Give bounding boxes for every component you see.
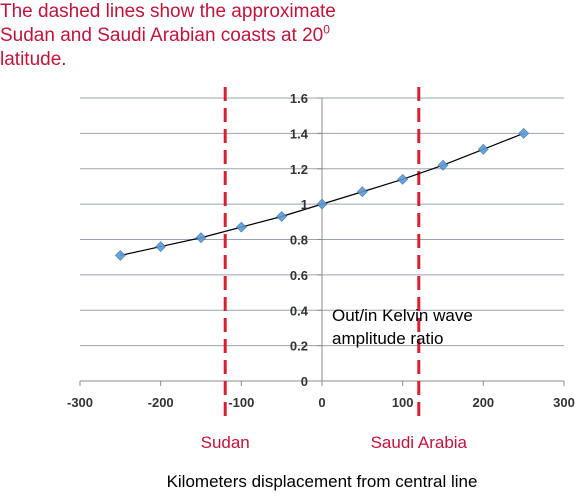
annotation-line-2: amplitude ratio <box>332 329 444 348</box>
data-point-4 <box>276 211 288 222</box>
tick-labels: 0 0.2 0.4 0.6 0.8 1 1.2 1.4 1.6 -300 -200 -100 0 100 2… <box>67 91 575 410</box>
x-axis-label: Kilometers displacement from central lin… <box>167 472 478 491</box>
y-tick-label-7: 1.4 <box>290 126 309 141</box>
data-point-0 <box>114 249 126 261</box>
x-tick-label-2: -100 <box>228 395 254 410</box>
x-tick-label-5: 200 <box>472 395 494 410</box>
coast-note-line-2: Sudan and Saudi Arabian coasts at 200 <box>0 24 420 48</box>
coast-note-line-3: latitude. <box>0 49 67 70</box>
coast-label-saudi-arabia: Saudi Arabia <box>371 433 468 452</box>
coast-label-sudan: Sudan <box>201 433 250 452</box>
y-tick-label-4: 0.8 <box>290 233 308 248</box>
chart-labels: Out/in Kelvin wave amplitude ratio Kilom… <box>167 306 478 491</box>
coast-lines: Sudan Saudi Arabia <box>201 87 468 452</box>
data-series <box>114 127 530 261</box>
coast-note: The dashed lines show the approximate Su… <box>0 0 420 72</box>
y-tick-label-2: 0.4 <box>290 303 309 318</box>
data-point-3 <box>235 221 247 233</box>
y-tick-label-1: 0.2 <box>290 339 308 354</box>
data-point-10 <box>518 127 530 139</box>
x-tick-label-0: -300 <box>67 395 93 410</box>
data-point-7 <box>397 173 409 185</box>
annotation-line-1: Out/in Kelvin wave <box>332 306 473 325</box>
x-tick-label-6: 300 <box>553 395 575 410</box>
y-tick-label-5: 1 <box>301 197 308 212</box>
coast-note-line-1: The dashed lines show the approximate <box>0 1 336 22</box>
x-tick-label-4: 100 <box>392 395 414 410</box>
y-tick-label-3: 0.6 <box>290 268 308 283</box>
x-tick-label-1: -200 <box>148 395 174 410</box>
degree-superscript: 0 <box>323 22 330 37</box>
coast-note-line-2-text: Sudan and Saudi Arabian coasts at 20 <box>0 25 324 46</box>
data-point-2 <box>195 232 207 244</box>
data-point-5 <box>316 198 328 210</box>
data-point-6 <box>356 186 368 198</box>
x-tick-label-3: 0 <box>318 395 325 410</box>
data-point-1 <box>155 241 167 252</box>
y-tick-label-0: 0 <box>301 374 308 389</box>
data-point-9 <box>477 143 489 155</box>
axes <box>79 97 565 386</box>
data-point-8 <box>437 159 449 171</box>
y-tick-label-6: 1.2 <box>290 162 308 177</box>
y-tick-label-8: 1.6 <box>290 91 308 106</box>
